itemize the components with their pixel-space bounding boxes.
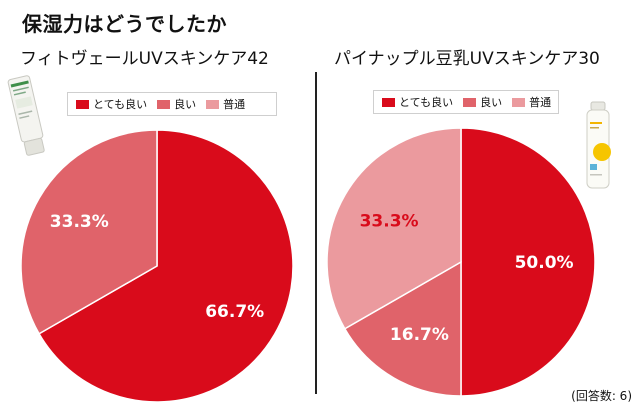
legend-swatch <box>463 97 477 107</box>
legend-label: 普通 <box>223 98 246 111</box>
slice-value-label: 33.3% <box>50 212 109 232</box>
legend-item-good: 良い <box>463 94 502 110</box>
product-tube-image <box>4 74 48 170</box>
legend-label: とても良い <box>399 96 454 109</box>
chart-title: 保湿力はどうでしたか <box>22 12 227 36</box>
slice-value-label: 33.3% <box>360 211 419 231</box>
response-count-note: (回答数: 6) <box>571 389 632 403</box>
legend-swatch <box>382 97 395 107</box>
right-legend: とても良い 良い 普通 <box>373 90 559 114</box>
legend-item-good: 良い <box>157 96 196 112</box>
pie-slice <box>343 260 462 397</box>
slice-value-label: 50.0% <box>515 253 574 273</box>
left-chart-title: フィトヴェールUVスキンケア42 <box>20 49 269 69</box>
product-bottle-image <box>582 100 614 196</box>
legend-label: 良い <box>174 98 197 111</box>
legend-item-normal: 普通 <box>512 94 551 110</box>
left-legend: とても良い 良い 普通 <box>67 92 277 116</box>
panel-divider <box>315 72 317 394</box>
pie-slice <box>38 129 294 403</box>
slice-value-label: 66.7% <box>205 302 264 322</box>
legend-item-very-good: とても良い <box>76 96 147 112</box>
legend-label: 普通 <box>529 96 552 109</box>
pie-slice <box>326 127 462 330</box>
pie-slice <box>460 127 596 397</box>
pie-slice <box>20 129 158 335</box>
right-chart-title: パイナップル豆乳UVスキンケア30 <box>334 49 600 69</box>
legend-label: 良い <box>480 96 503 109</box>
legend-swatch <box>157 99 171 109</box>
legend-item-normal: 普通 <box>206 96 245 112</box>
slice-value-label: 16.7% <box>390 325 449 345</box>
legend-item-very-good: とても良い <box>382 94 453 110</box>
legend-label: とても良い <box>93 98 148 111</box>
legend-swatch <box>76 99 89 109</box>
legend-swatch <box>512 97 526 107</box>
legend-swatch <box>206 99 220 109</box>
